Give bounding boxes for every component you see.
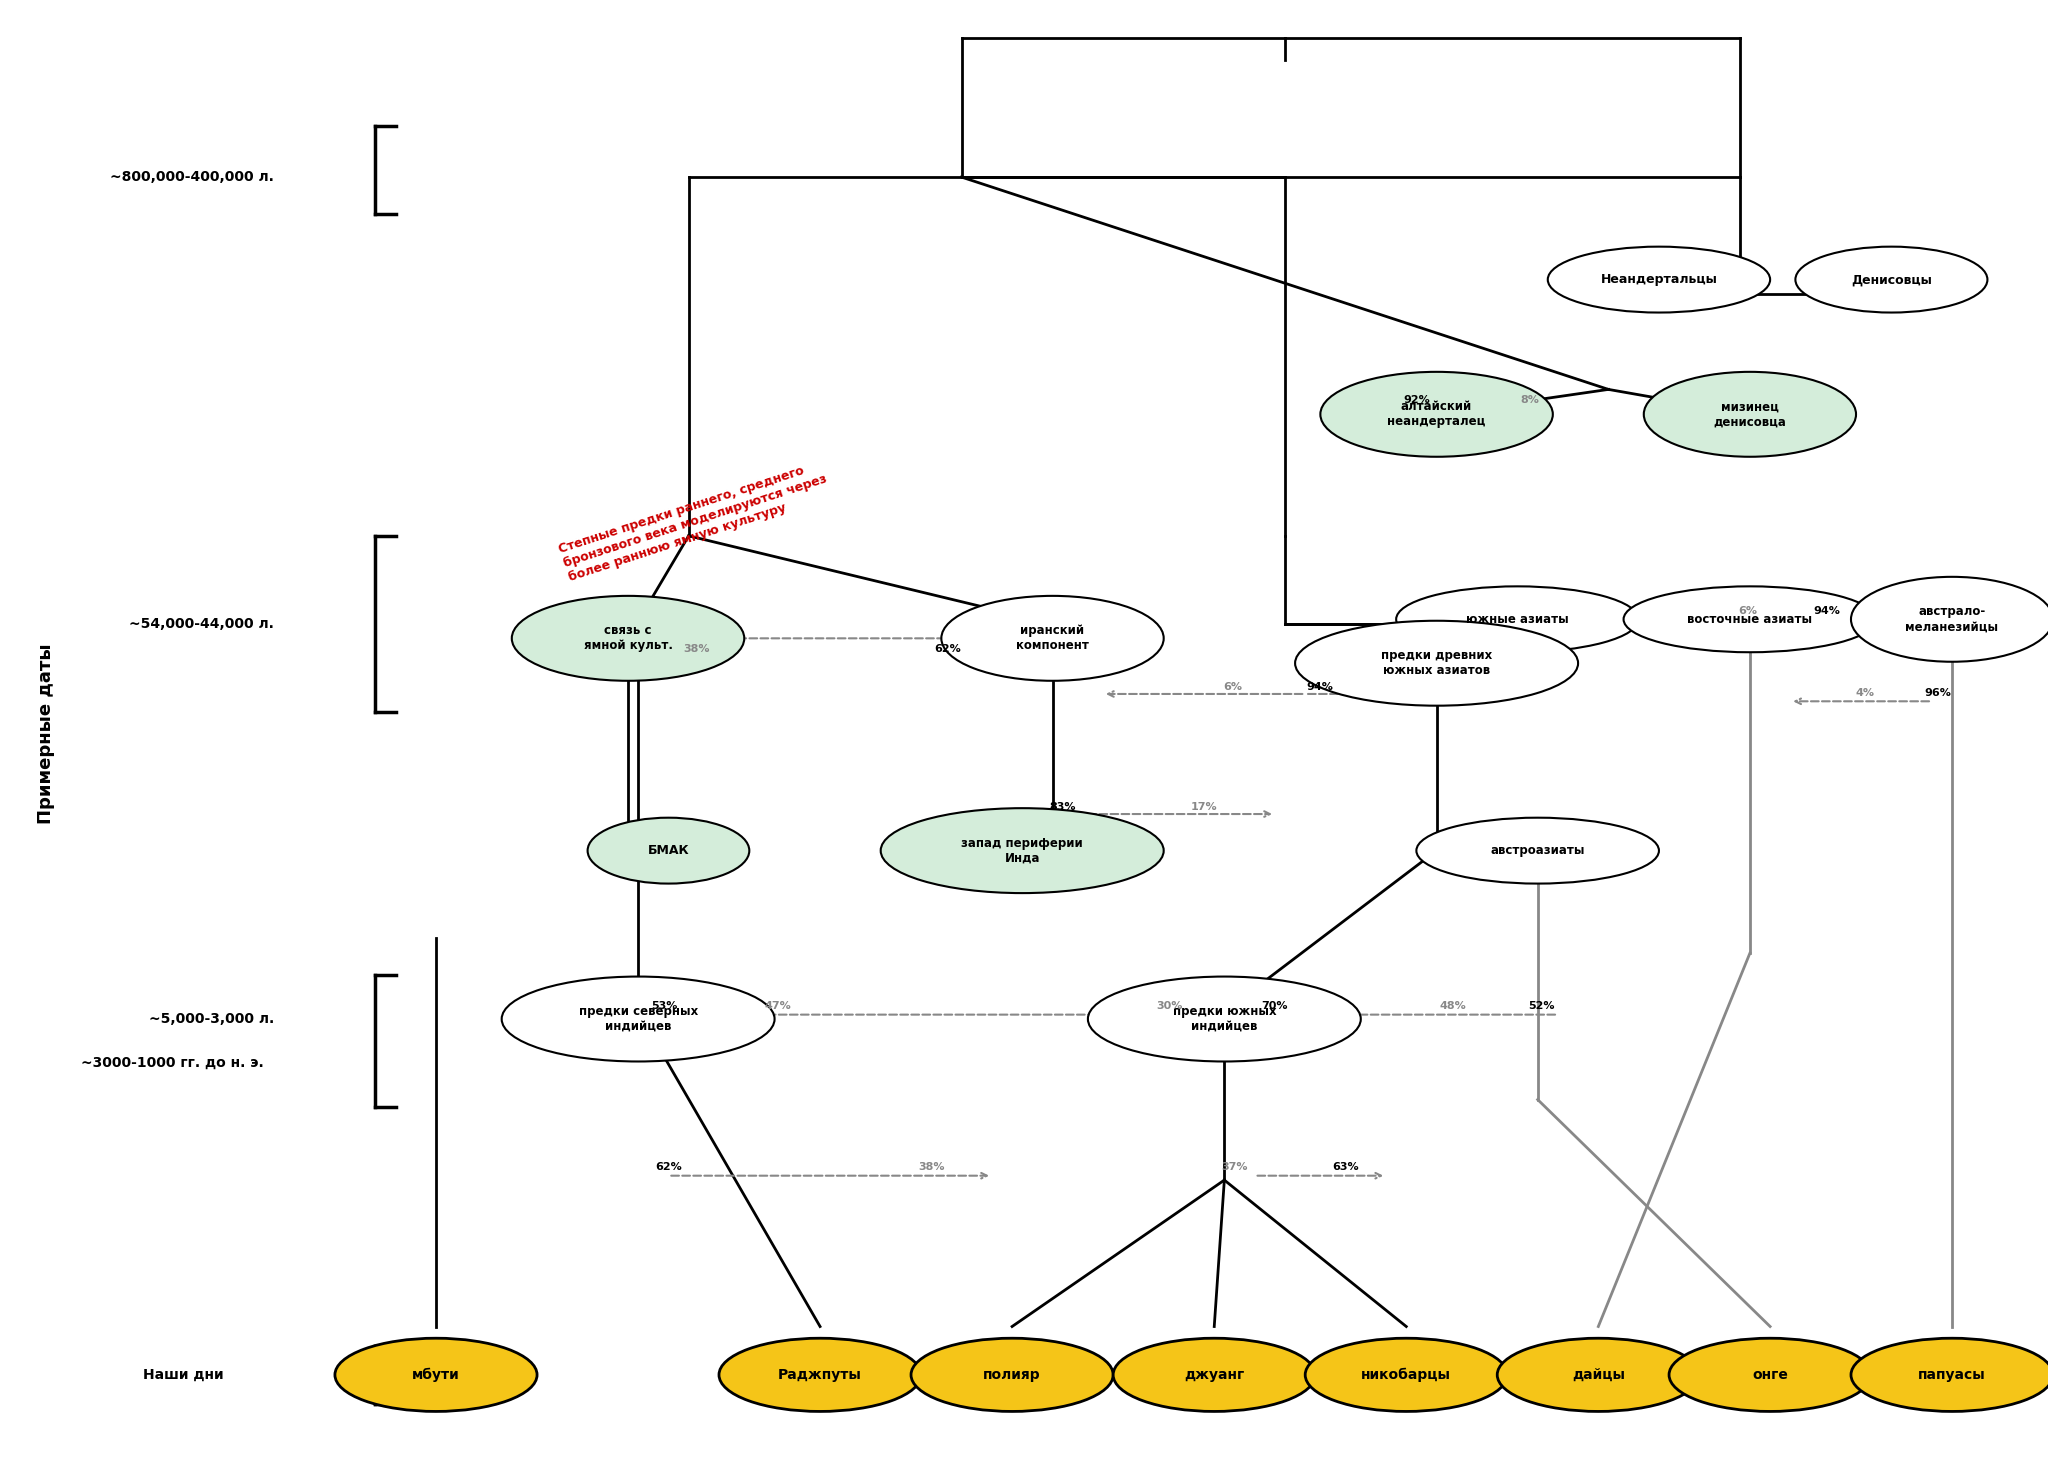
Text: 17%: 17% [1190, 801, 1217, 811]
Text: 48%: 48% [1440, 1000, 1466, 1011]
Text: Раджпуты: Раджпуты [778, 1367, 862, 1382]
Ellipse shape [1645, 371, 1855, 456]
Text: предки древних
южных азиатов: предки древних южных азиатов [1380, 650, 1493, 678]
Text: австрало-
меланезийцы: австрало- меланезийцы [1905, 606, 1999, 634]
Text: дайцы: дайцы [1571, 1367, 1624, 1382]
Text: алтайский
неандерталец: алтайский неандерталец [1386, 400, 1485, 428]
Text: Неандертальцы: Неандертальцы [1599, 273, 1718, 286]
Text: 53%: 53% [651, 1000, 678, 1011]
Ellipse shape [1305, 1338, 1507, 1411]
Ellipse shape [1497, 1338, 1700, 1411]
Ellipse shape [1321, 371, 1552, 456]
Ellipse shape [1417, 817, 1659, 883]
Ellipse shape [588, 817, 750, 883]
Text: ~3000-1000 гг. до н. э.: ~3000-1000 гг. до н. э. [82, 1056, 264, 1069]
Ellipse shape [719, 1338, 922, 1411]
Text: 62%: 62% [934, 644, 961, 654]
Ellipse shape [1796, 246, 1987, 312]
Ellipse shape [881, 808, 1163, 893]
Text: 30%: 30% [1157, 1000, 1184, 1011]
Text: связь с
ямной культ.: связь с ямной культ. [584, 625, 672, 653]
Text: ~800,000-400,000 л.: ~800,000-400,000 л. [111, 170, 274, 183]
Ellipse shape [1294, 621, 1579, 706]
Ellipse shape [1669, 1338, 1872, 1411]
Text: БМАК: БМАК [647, 844, 690, 857]
Ellipse shape [1851, 1338, 2048, 1411]
Text: 6%: 6% [1739, 606, 1757, 616]
Ellipse shape [336, 1338, 537, 1411]
Text: ~54,000-44,000 л.: ~54,000-44,000 л. [129, 616, 274, 631]
Ellipse shape [1851, 577, 2048, 662]
Text: 63%: 63% [1333, 1162, 1360, 1172]
Ellipse shape [502, 977, 774, 1062]
Ellipse shape [1114, 1338, 1315, 1411]
Text: предки южных
индийцев: предки южных индийцев [1174, 1005, 1276, 1033]
Text: 47%: 47% [764, 1000, 791, 1011]
Text: 92%: 92% [1403, 395, 1430, 405]
Ellipse shape [512, 596, 743, 681]
Text: Степные предки раннего, среднего
бронзового века моделируются через
более раннюю: Степные предки раннего, среднего бронзов… [557, 458, 834, 584]
Text: 4%: 4% [1855, 688, 1874, 697]
Text: 62%: 62% [655, 1162, 682, 1172]
Text: онге: онге [1753, 1367, 1788, 1382]
Text: 38%: 38% [918, 1162, 944, 1172]
Text: полияр: полияр [983, 1367, 1040, 1382]
Text: Примерные даты: Примерные даты [37, 643, 55, 824]
Text: ~5,000-3,000 л.: ~5,000-3,000 л. [150, 1012, 274, 1025]
Text: 94%: 94% [1812, 606, 1841, 616]
Text: 83%: 83% [1049, 801, 1075, 811]
Text: 38%: 38% [684, 644, 711, 654]
Ellipse shape [1624, 587, 1876, 653]
Ellipse shape [911, 1338, 1114, 1411]
Text: мизинец
денисовца: мизинец денисовца [1714, 400, 1786, 428]
Text: восточные азиаты: восточные азиаты [1688, 613, 1812, 626]
Ellipse shape [1548, 246, 1769, 312]
Text: 8%: 8% [1520, 395, 1538, 405]
Ellipse shape [942, 596, 1163, 681]
Text: 6%: 6% [1223, 682, 1241, 691]
Text: 96%: 96% [1925, 688, 1952, 697]
Text: джуанг: джуанг [1184, 1367, 1245, 1382]
Text: Наши дни: Наши дни [143, 1367, 223, 1382]
Ellipse shape [1087, 977, 1360, 1062]
Text: 52%: 52% [1528, 1000, 1554, 1011]
Text: 70%: 70% [1262, 1000, 1288, 1011]
Text: 37%: 37% [1221, 1162, 1247, 1172]
Text: папуасы: папуасы [1919, 1367, 1987, 1382]
Ellipse shape [1397, 587, 1638, 653]
Text: никобарцы: никобарцы [1362, 1367, 1452, 1382]
Text: 94%: 94% [1307, 682, 1333, 691]
Text: иранский
компонент: иранский компонент [1016, 625, 1090, 653]
Text: южные азиаты: южные азиаты [1466, 613, 1569, 626]
Text: мбути: мбути [412, 1367, 461, 1382]
Text: австроазиаты: австроазиаты [1491, 844, 1585, 857]
Text: Денисовцы: Денисовцы [1851, 273, 1931, 286]
Text: предки северных
индийцев: предки северных индийцев [578, 1005, 698, 1033]
Text: запад периферии
Инда: запад периферии Инда [961, 836, 1083, 864]
